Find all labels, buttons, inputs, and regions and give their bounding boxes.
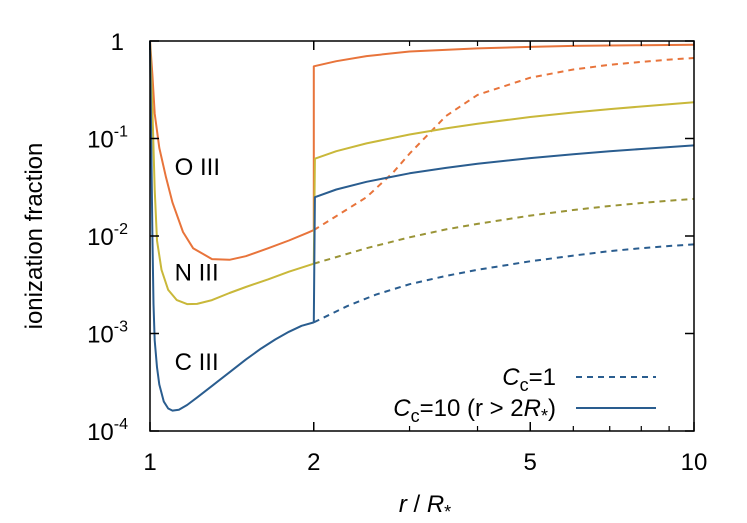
legend: Cc=1Cc=10 (r > 2R*) [393, 364, 656, 426]
series-line-7 [313, 243, 695, 324]
y-tick-label-3: 10-3 [87, 319, 128, 349]
x-tick-label-1: 2 [307, 449, 320, 476]
x-tick-label-3: 10 [681, 449, 708, 476]
x-axis-label: r / R* [399, 491, 451, 522]
legend-label-1: Cc=10 (r > 2R*) [393, 395, 556, 426]
y-tick-label-4: 10-4 [87, 416, 128, 446]
plot-frame [149, 40, 695, 432]
tick-layer [149, 40, 695, 432]
series-line-6 [149, 40, 315, 412]
series-line-0 [149, 40, 315, 261]
ion-label-1: N III [175, 259, 219, 286]
y-axis-label: ionization fraction [21, 143, 48, 330]
y-tick-label-2: 10-2 [87, 221, 128, 251]
series-layer [149, 40, 695, 412]
label-layer: 1 2 5 10 1 10-1 10-2 10-3 10-4 r / R* ionization f… [21, 29, 707, 522]
series-line-1 [313, 57, 695, 231]
series-line-3 [149, 40, 315, 306]
series-line-5 [312, 101, 695, 264]
ion-label-0: O III [175, 154, 220, 181]
series-line-2 [312, 43, 695, 231]
series-line-8 [312, 144, 695, 323]
series-line-4 [313, 197, 695, 265]
x-tick-label-0: 1 [143, 449, 156, 476]
y-tick-label-0: 1 [111, 29, 124, 56]
ion-label-2: C III [175, 349, 219, 376]
y-tick-label-1: 10-1 [87, 124, 128, 154]
legend-label-0: Cc=1 [502, 364, 556, 395]
x-tick-label-2: 5 [524, 449, 537, 476]
